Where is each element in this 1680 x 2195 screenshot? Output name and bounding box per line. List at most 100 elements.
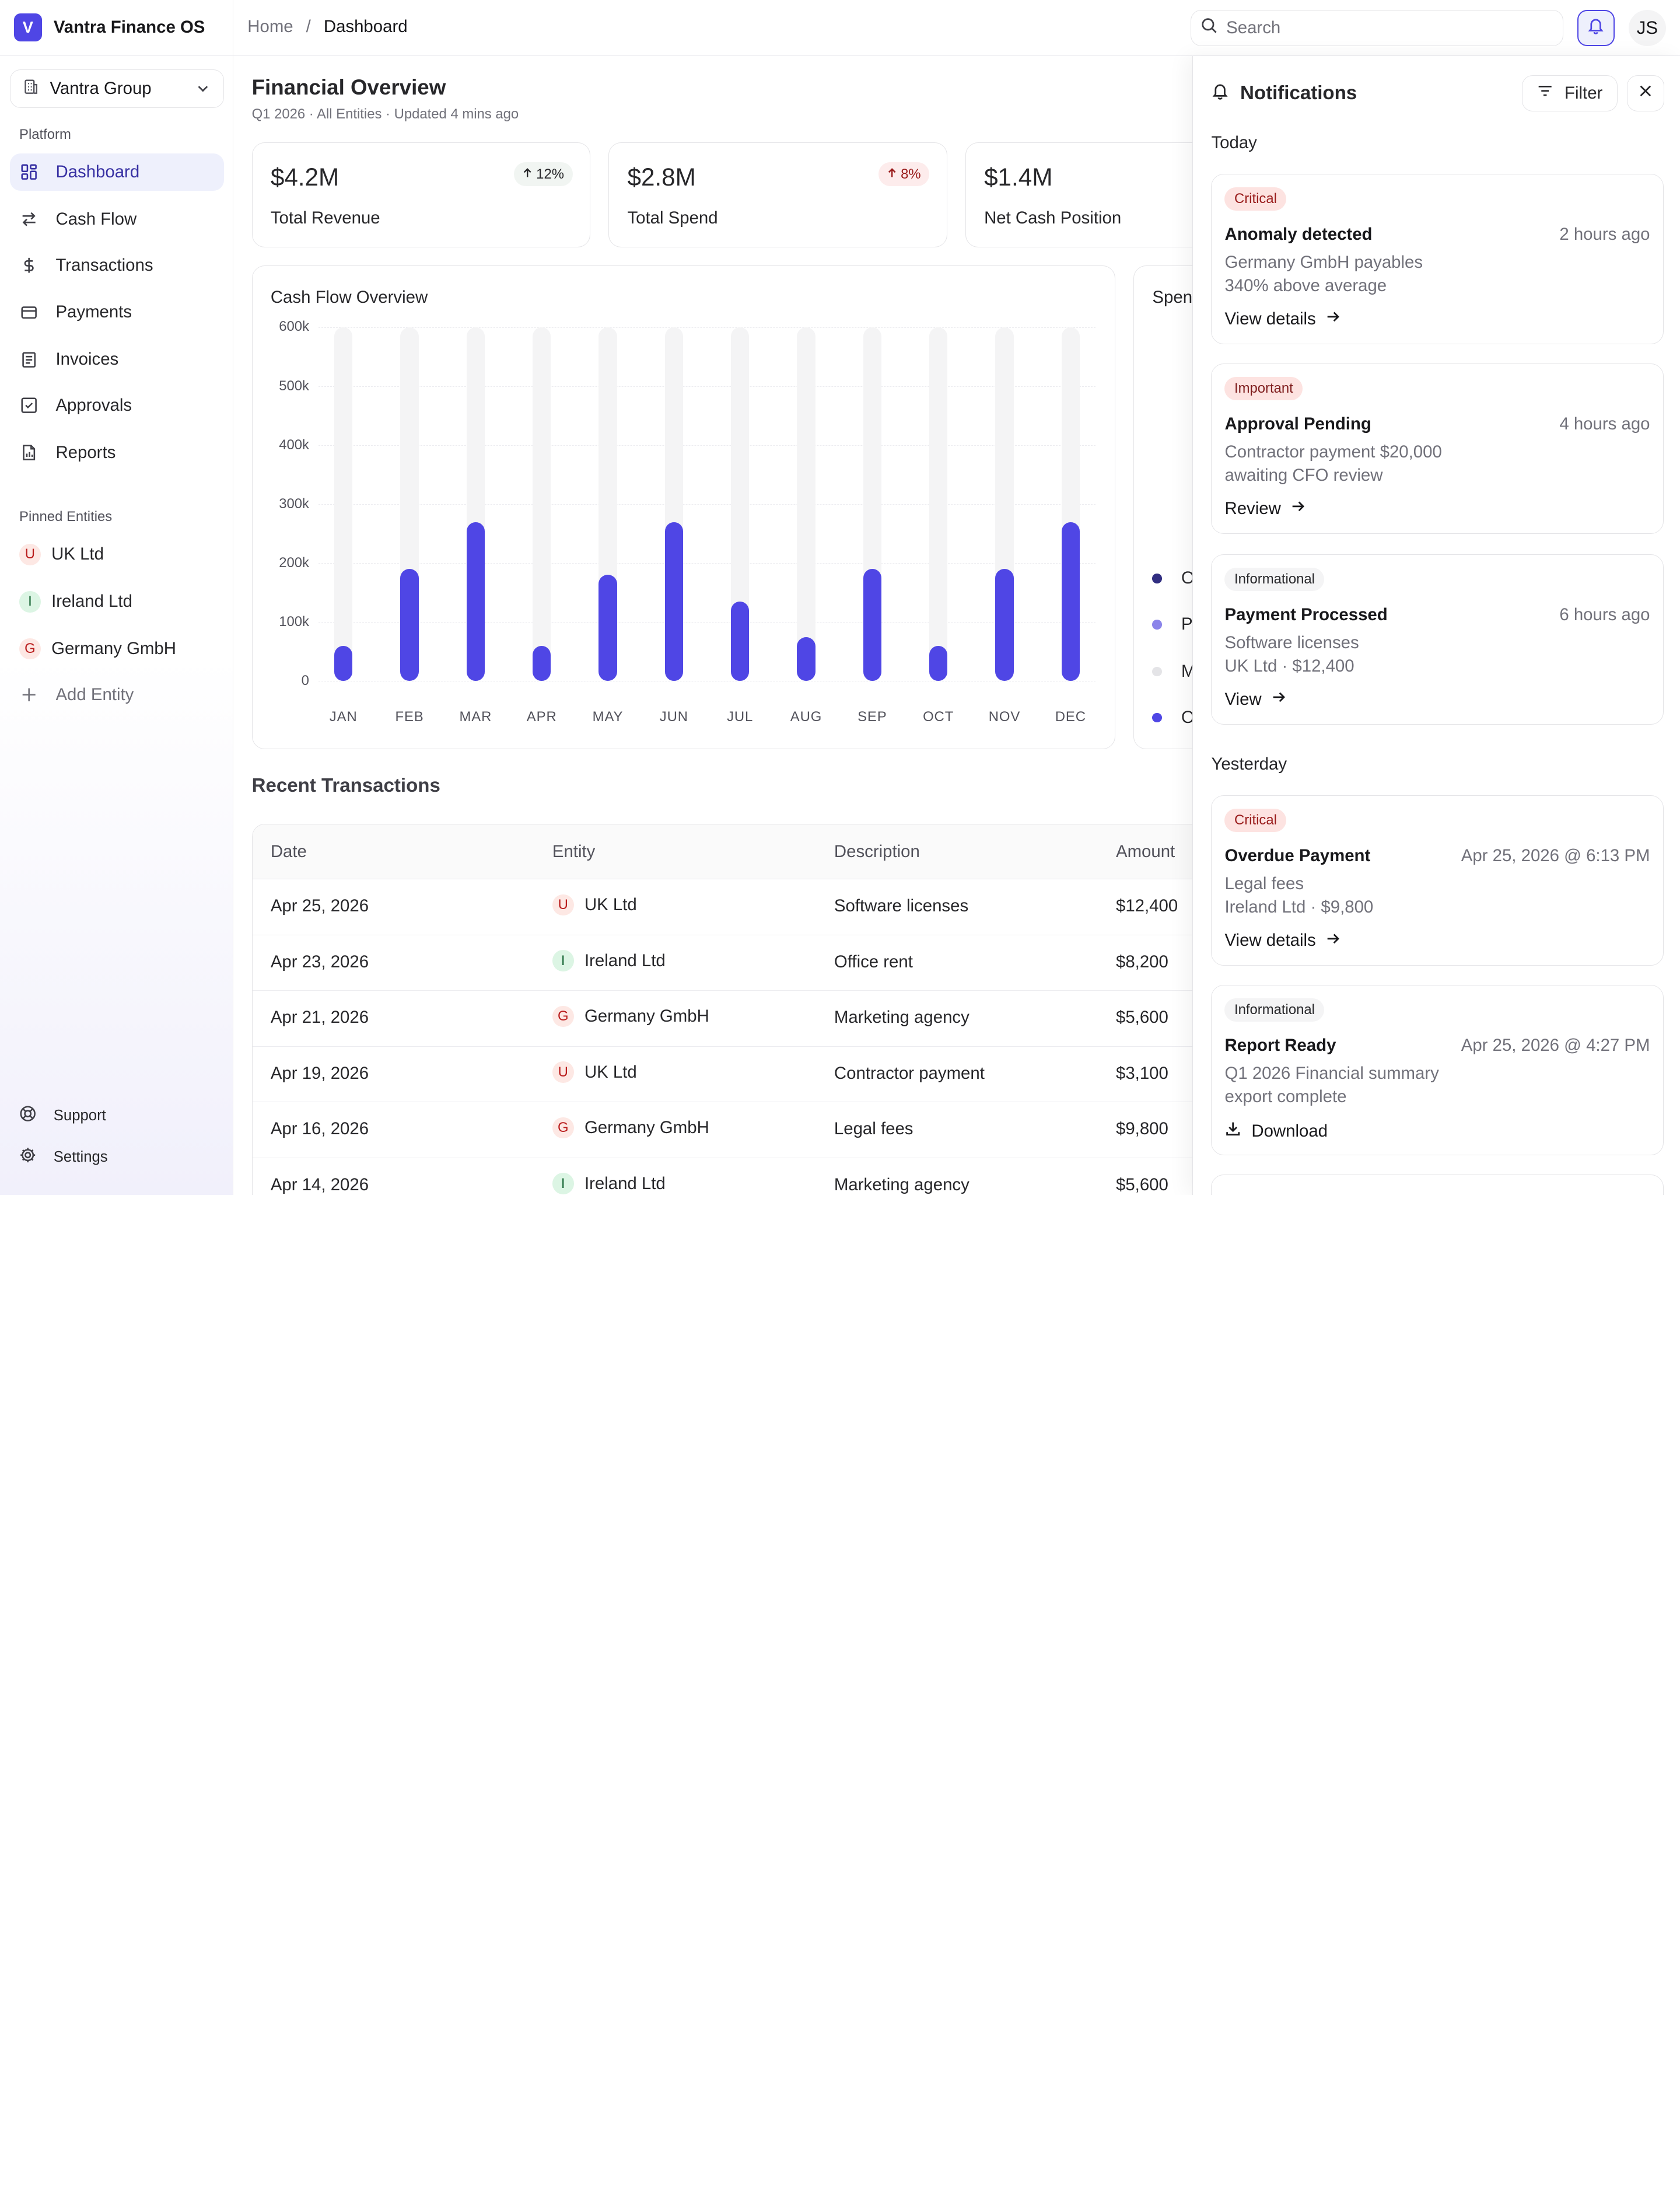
table-row[interactable]: Apr 14, 2026 I Ireland Ltd Marketing agency… [252, 1158, 1194, 1195]
bell-icon [1211, 82, 1229, 105]
search-box[interactable] [1190, 9, 1563, 46]
x-axis-tick-label: DEC [1055, 709, 1086, 725]
notification-action-button[interactable]: Download [1224, 1120, 1328, 1142]
bar-jan[interactable] [334, 645, 353, 681]
add-entity-button[interactable]: Add Entity [10, 676, 224, 714]
pinned-entities-label: Pinned Entities [19, 509, 113, 525]
notifications-button[interactable] [1577, 9, 1615, 46]
table-row[interactable]: Apr 21, 2026 G Germany GmbH Marketing agenc… [252, 991, 1194, 1047]
bar-track-aug [797, 327, 816, 681]
notification-card[interactable]: Informational Payment Processed 6 hours ag… [1211, 554, 1664, 725]
x-axis-tick-label: MAR [459, 709, 492, 725]
bar-track-apr [533, 327, 551, 681]
kpi-delta-value: 8% [901, 166, 921, 182]
notification-detail: Q1 2026 Financial summary [1224, 1063, 1439, 1083]
search-input[interactable] [1226, 18, 1548, 38]
entity-avatar: G [19, 638, 41, 660]
table-row[interactable]: Apr 16, 2026 G Germany GmbH Legal fees $9,80… [252, 1102, 1194, 1158]
bar-jul[interactable] [731, 601, 750, 681]
sidebar-item-settings[interactable]: Settings [10, 1141, 108, 1173]
bar-jun[interactable] [664, 522, 683, 681]
user-avatar[interactable]: JS [1628, 9, 1667, 46]
column-header-entity[interactable]: Entity [552, 841, 596, 861]
close-panel-button[interactable] [1627, 75, 1665, 111]
notification-card[interactable]: Informational Report Ready Apr 25, 2026 @ … [1211, 984, 1664, 1155]
table-row[interactable]: Apr 23, 2026 I Ireland Ltd Office rent $8,20… [252, 935, 1194, 991]
sidebar-item-dashboard[interactable]: Dashboard [9, 153, 224, 191]
kpi-card-total-revenue[interactable]: $4.2M 12% Total Revenue [251, 142, 590, 248]
sidebar-item-payments[interactable]: Payments [10, 293, 224, 331]
entity-name: Ireland Ltd [584, 1173, 666, 1193]
notification-card[interactable]: Critical Anomaly detected 2 hours ago Germa… [1211, 173, 1664, 344]
cell-amount: $3,100 [1115, 1063, 1168, 1083]
pinned-entity-germany-gmbh[interactable]: G Germany GmbH [10, 630, 224, 667]
organization-select[interactable]: Vantra Group [9, 69, 224, 109]
app-logo[interactable]: V [13, 13, 42, 42]
kpi-card-total-spend[interactable]: $2.8M 8% Total Spend [608, 142, 947, 248]
severity-badge: Critical [1224, 187, 1287, 211]
chart-gridline [318, 504, 1096, 505]
notification-card[interactable]: Critical Overdue Payment Apr 25, 2026 @ 6:… [1211, 795, 1664, 966]
bar-sep[interactable] [863, 569, 881, 681]
check-square-icon [19, 396, 38, 415]
sidebar: V Vantra Finance OS Vantra Group Platfor… [0, 0, 234, 1195]
bar-oct[interactable] [929, 645, 948, 681]
app-name: Vantra Finance OS [53, 18, 205, 37]
notification-action-button[interactable]: Review [1224, 499, 1306, 519]
bar-dec[interactable] [1061, 522, 1080, 681]
bar-aug[interactable] [797, 637, 816, 681]
spend-legend-item: P [1152, 614, 1193, 634]
notification-title: Approval Pending [1224, 414, 1371, 434]
chart-gridline [318, 386, 1096, 387]
table-row[interactable]: Apr 19, 2026 U UK Ltd Contractor payment $3,… [252, 1046, 1194, 1103]
kpi-card-net-cash[interactable]: $1.4M Net Cash Position [965, 142, 1194, 248]
sidebar-item-label: Dashboard [55, 162, 140, 181]
sidebar-item-invoices[interactable]: Invoices [10, 341, 224, 378]
sidebar-item-cash-flow[interactable]: Cash Flow [10, 200, 224, 237]
cell-description: Legal fees [834, 1119, 914, 1139]
notification-card-partial[interactable] [1211, 1175, 1664, 1195]
group-label-yesterday: Yesterday [1211, 754, 1287, 774]
column-header-description[interactable]: Description [834, 841, 920, 861]
sidebar-item-transactions[interactable]: Transactions [10, 246, 224, 284]
column-header-amount[interactable]: Amount [1115, 841, 1175, 861]
bar-apr[interactable] [533, 645, 551, 681]
table-row[interactable]: Apr 25, 2026 U UK Ltd Software licenses $12,… [252, 879, 1194, 935]
breadcrumb-home[interactable]: Home [247, 17, 293, 37]
notification-card[interactable]: Important Approval Pending 4 hours ago Cont… [1211, 363, 1664, 534]
breadcrumb-separator: / [306, 17, 311, 37]
notification-action-button[interactable]: View details [1224, 931, 1340, 950]
bar-feb[interactable] [400, 569, 419, 681]
pinned-entity-uk-ltd[interactable]: U UK Ltd [10, 536, 224, 573]
kpi-label: Total Spend [627, 208, 718, 228]
cell-date: Apr 19, 2026 [270, 1063, 369, 1083]
arrow-up-icon [522, 166, 533, 183]
sidebar-item-reports[interactable]: Reports [10, 434, 224, 471]
notification-time: Apr 25, 2026 @ 4:27 PM [1461, 1036, 1650, 1055]
bell-icon [1587, 16, 1605, 39]
entity-avatar: U [552, 1061, 574, 1083]
notification-detail: export complete [1224, 1087, 1347, 1107]
bar-may[interactable] [598, 575, 617, 681]
breadcrumb-current: Dashboard [323, 17, 408, 37]
legend-label: O [1181, 708, 1194, 728]
notification-action-button[interactable]: View [1224, 690, 1286, 709]
bar-nov[interactable] [995, 569, 1014, 681]
bar-mar[interactable] [466, 522, 485, 681]
entity-avatar: G [552, 1117, 574, 1139]
panel-header: Notifications [1211, 82, 1357, 105]
legend-dot [1152, 620, 1162, 630]
cell-amount: $8,200 [1115, 952, 1168, 971]
spend-legend-item: O [1152, 568, 1194, 588]
notification-detail: Legal fees [1224, 873, 1304, 893]
notification-detail: Germany GmbH payables [1224, 252, 1423, 272]
notification-action-label: View details [1224, 931, 1316, 950]
sidebar-item-approvals[interactable]: Approvals [10, 387, 224, 424]
column-header-date[interactable]: Date [270, 841, 307, 861]
sidebar-item-support[interactable]: Support [10, 1099, 106, 1131]
pinned-entity-ireland-ltd[interactable]: I Ireland Ltd [10, 583, 224, 620]
notification-detail: 340% above average [1224, 276, 1387, 296]
x-axis-tick-label: JUL [727, 709, 754, 725]
notification-action-button[interactable]: View details [1224, 309, 1340, 329]
filter-button[interactable]: Filter [1522, 75, 1618, 111]
